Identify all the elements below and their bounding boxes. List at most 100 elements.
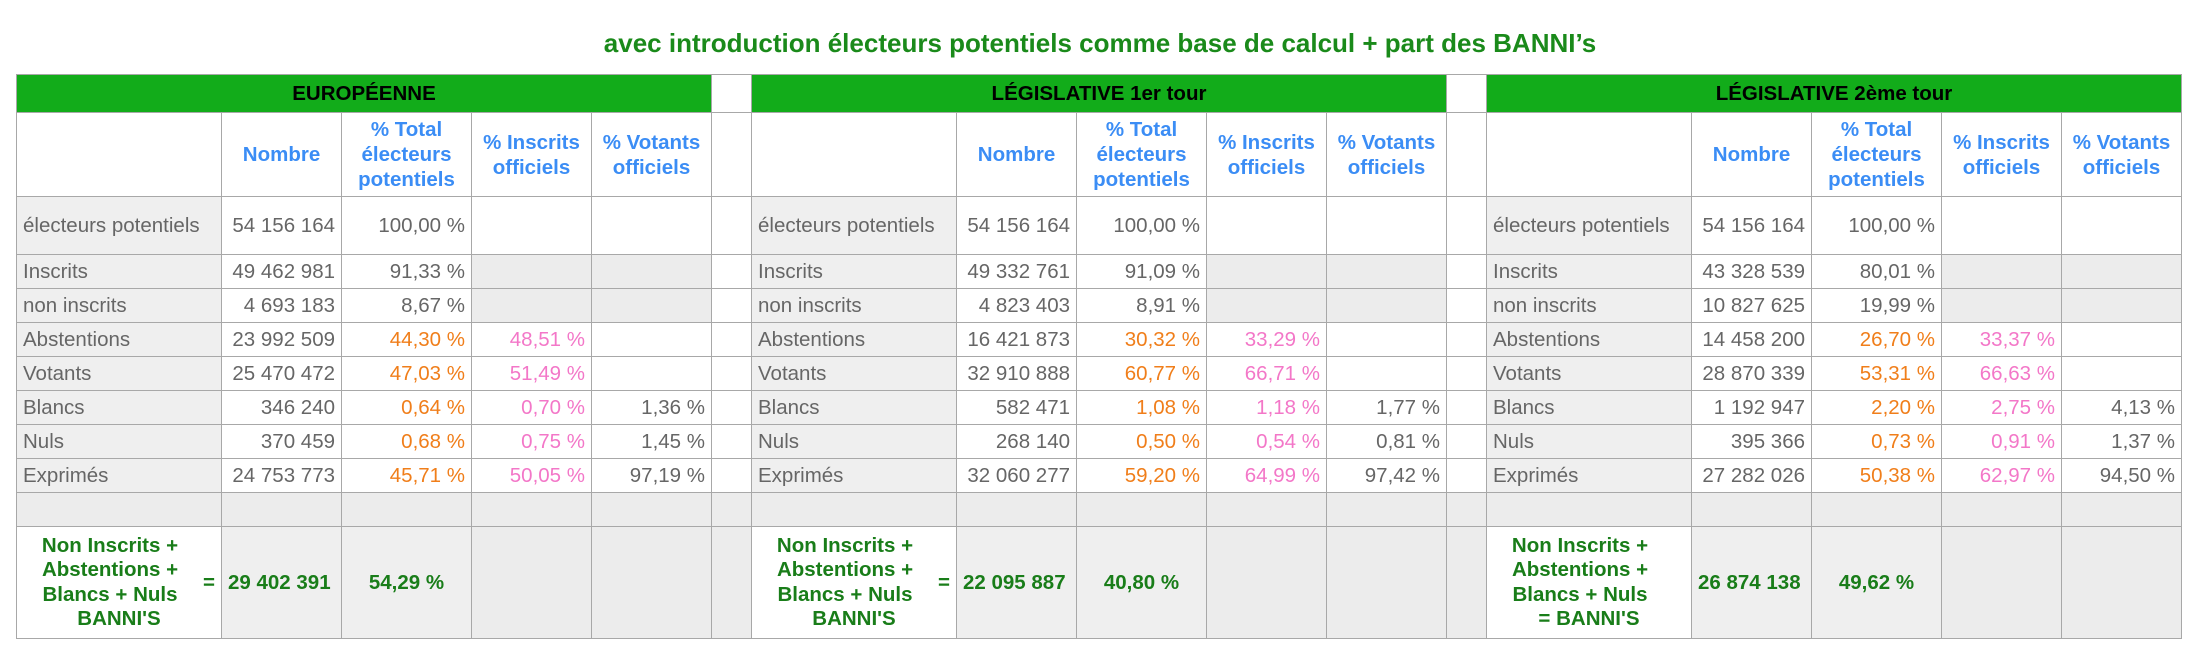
cell-pct-total: 53,31 % bbox=[1811, 356, 1942, 391]
cell-pct-total: 100,00 % bbox=[1076, 196, 1207, 255]
cell-pct-inscrits bbox=[471, 288, 592, 323]
cell-pct-inscrits: 64,99 % bbox=[1206, 458, 1327, 493]
section-gap bbox=[1446, 288, 1487, 323]
section-gap bbox=[1446, 492, 1487, 527]
cell-pct-total: 8,67 % bbox=[341, 288, 472, 323]
row-label: Exprimés bbox=[751, 458, 957, 493]
row-label: électeurs potentiels bbox=[16, 196, 222, 255]
banni-value: 22 095 887 bbox=[956, 526, 1077, 639]
cell-nombre: 43 328 539 bbox=[1691, 254, 1812, 289]
cell-pct-votants bbox=[2061, 254, 2182, 289]
banni-label-text: Non Inscrits + Abstentions + Blancs + Nu… bbox=[1511, 533, 1649, 606]
cell-pct-total: 0,50 % bbox=[1076, 424, 1207, 459]
cell-nombre: 4 823 403 bbox=[956, 288, 1077, 323]
cell-pct-total: 0,73 % bbox=[1811, 424, 1942, 459]
empty-cell bbox=[591, 526, 712, 639]
cell-pct-inscrits bbox=[1941, 288, 2062, 323]
cell-nombre: 1 192 947 bbox=[1691, 390, 1812, 425]
banni-equals: = bbox=[203, 570, 215, 594]
empty-cell bbox=[1076, 492, 1207, 527]
row-label: Nuls bbox=[1486, 424, 1692, 459]
empty-cell bbox=[1206, 492, 1327, 527]
banni-label: Non Inscrits + Abstentions + Blancs + Nu… bbox=[751, 526, 957, 639]
empty-cell bbox=[751, 492, 957, 527]
column-header: % Votants officiels bbox=[2061, 112, 2182, 197]
cell-nombre: 25 470 472 bbox=[221, 356, 342, 391]
cell-nombre: 27 282 026 bbox=[1691, 458, 1812, 493]
row-label: électeurs potentiels bbox=[1486, 196, 1692, 255]
cell-pct-total: 0,68 % bbox=[341, 424, 472, 459]
cell-pct-votants: 4,13 % bbox=[2061, 390, 2182, 425]
cell-pct-votants bbox=[2061, 322, 2182, 357]
cell-nombre: 16 421 873 bbox=[956, 322, 1077, 357]
results-table: EUROPÉENNE LÉGISLATIVE 1er tour LÉGISLATIV… bbox=[16, 74, 2182, 639]
cell-pct-inscrits: 62,97 % bbox=[1941, 458, 2062, 493]
cell-pct-total: 26,70 % bbox=[1811, 322, 1942, 357]
cell-pct-inscrits bbox=[471, 254, 592, 289]
banni-pct: 40,80 % bbox=[1076, 526, 1207, 639]
cell-pct-votants: 1,36 % bbox=[591, 390, 712, 425]
banni-equals: = bbox=[938, 570, 950, 594]
cell-pct-inscrits: 0,70 % bbox=[471, 390, 592, 425]
cell-pct-total: 60,77 % bbox=[1076, 356, 1207, 391]
row-label: Abstentions bbox=[16, 322, 222, 357]
row-label: non inscrits bbox=[751, 288, 957, 323]
section-gap bbox=[1446, 390, 1487, 425]
cell-pct-votants bbox=[1326, 288, 1447, 323]
cell-pct-votants bbox=[1326, 322, 1447, 357]
cell-pct-votants bbox=[591, 356, 712, 391]
cell-pct-total: 91,33 % bbox=[341, 254, 472, 289]
section-gap bbox=[711, 322, 752, 357]
banni-pct: 49,62 % bbox=[1811, 526, 1942, 639]
cell-pct-inscrits bbox=[1206, 196, 1327, 255]
column-header: % Votants officiels bbox=[1326, 112, 1447, 197]
empty-cell bbox=[341, 492, 472, 527]
section-gap bbox=[711, 424, 752, 459]
cell-nombre: 28 870 339 bbox=[1691, 356, 1812, 391]
cell-pct-votants bbox=[1326, 356, 1447, 391]
cell-nombre: 370 459 bbox=[221, 424, 342, 459]
empty-cell bbox=[471, 526, 592, 639]
cell-pct-total: 91,09 % bbox=[1076, 254, 1207, 289]
cell-pct-total: 2,20 % bbox=[1811, 390, 1942, 425]
row-label: Nuls bbox=[751, 424, 957, 459]
column-header: % Total électeurs potentiels bbox=[1076, 112, 1207, 197]
empty-cell bbox=[1326, 492, 1447, 527]
banni-label: Non Inscrits + Abstentions + Blancs + Nu… bbox=[1486, 526, 1692, 639]
section-gap bbox=[1446, 112, 1487, 197]
row-label: Abstentions bbox=[1486, 322, 1692, 357]
cell-pct-votants bbox=[591, 322, 712, 357]
cell-pct-votants bbox=[591, 288, 712, 323]
cell-pct-inscrits: 66,71 % bbox=[1206, 356, 1327, 391]
cell-pct-votants bbox=[2061, 356, 2182, 391]
cell-pct-votants: 1,77 % bbox=[1326, 390, 1447, 425]
empty-cell bbox=[956, 492, 1077, 527]
cell-pct-inscrits: 2,75 % bbox=[1941, 390, 2062, 425]
empty-cell bbox=[1941, 526, 2062, 639]
empty-cell bbox=[1206, 526, 1327, 639]
cell-pct-total: 45,71 % bbox=[341, 458, 472, 493]
section-gap bbox=[711, 288, 752, 323]
cell-pct-votants bbox=[2061, 196, 2182, 255]
cell-pct-votants: 97,19 % bbox=[591, 458, 712, 493]
row-label: Votants bbox=[751, 356, 957, 391]
banni-label-text: Non Inscrits + Abstentions + Blancs + Nu… bbox=[41, 533, 179, 606]
section-gap bbox=[1446, 356, 1487, 391]
empty-cell bbox=[16, 492, 222, 527]
cell-pct-votants: 97,42 % bbox=[1326, 458, 1447, 493]
cell-pct-total: 47,03 % bbox=[341, 356, 472, 391]
cell-pct-total: 44,30 % bbox=[341, 322, 472, 357]
section-gap bbox=[1446, 196, 1487, 255]
row-label: Inscrits bbox=[751, 254, 957, 289]
cell-pct-inscrits: 0,91 % bbox=[1941, 424, 2062, 459]
column-header: % Inscrits officiels bbox=[471, 112, 592, 197]
cell-pct-votants bbox=[1326, 196, 1447, 255]
page-title: avec introduction électeurs potentiels c… bbox=[603, 28, 1597, 58]
section-gap bbox=[711, 254, 752, 289]
cell-pct-total: 0,64 % bbox=[341, 390, 472, 425]
row-label: Exprimés bbox=[1486, 458, 1692, 493]
cell-pct-votants bbox=[2061, 288, 2182, 323]
cell-pct-total: 59,20 % bbox=[1076, 458, 1207, 493]
cell-nombre: 14 458 200 bbox=[1691, 322, 1812, 357]
cell-pct-inscrits bbox=[1206, 254, 1327, 289]
